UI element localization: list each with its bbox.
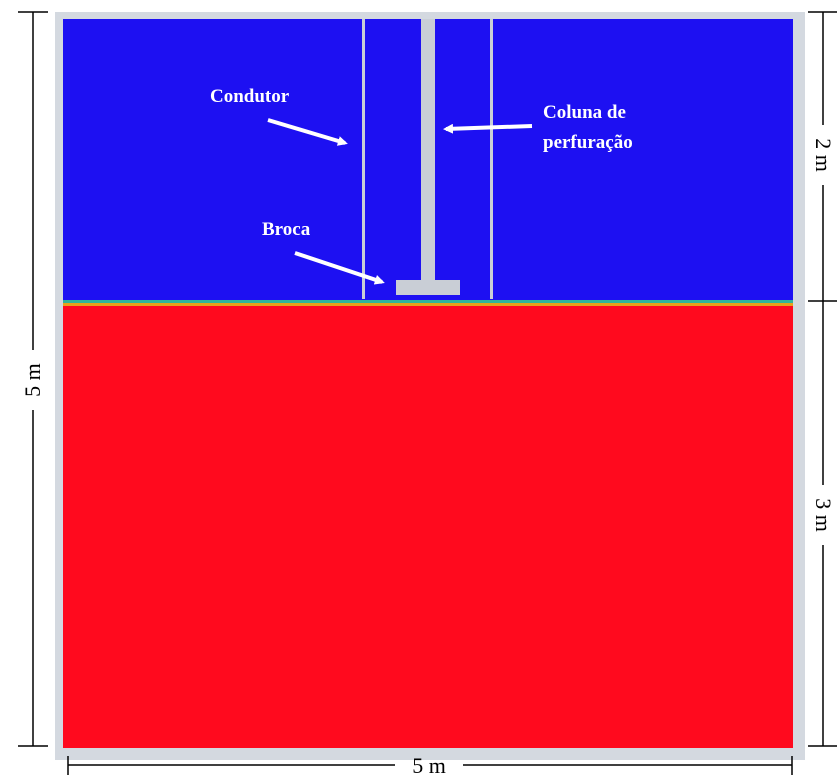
arrow-condutor <box>267 118 348 146</box>
interface-band <box>63 300 793 303</box>
dim-bottom-layer-label: 3 m <box>811 498 836 532</box>
arrow-broca <box>294 251 385 285</box>
label-broca: Broca <box>262 219 311 240</box>
conductor-left-wall <box>362 19 365 299</box>
label-coluna-line1: Coluna de <box>543 102 626 123</box>
label-condutor: Condutor <box>210 86 290 107</box>
drill-string <box>421 19 435 281</box>
dim-top-layer-label: 2 m <box>811 138 836 172</box>
dim-total-height-label: 5 m <box>20 363 45 397</box>
label-coluna-line2: perfuração <box>543 132 633 153</box>
interface-band-lower <box>63 303 793 306</box>
conductor-right-wall <box>490 19 493 299</box>
dim-width-label: 5 m <box>412 753 446 775</box>
soil-layer <box>63 306 793 748</box>
arrow-coluna <box>443 123 533 134</box>
drill-bit <box>396 280 460 295</box>
